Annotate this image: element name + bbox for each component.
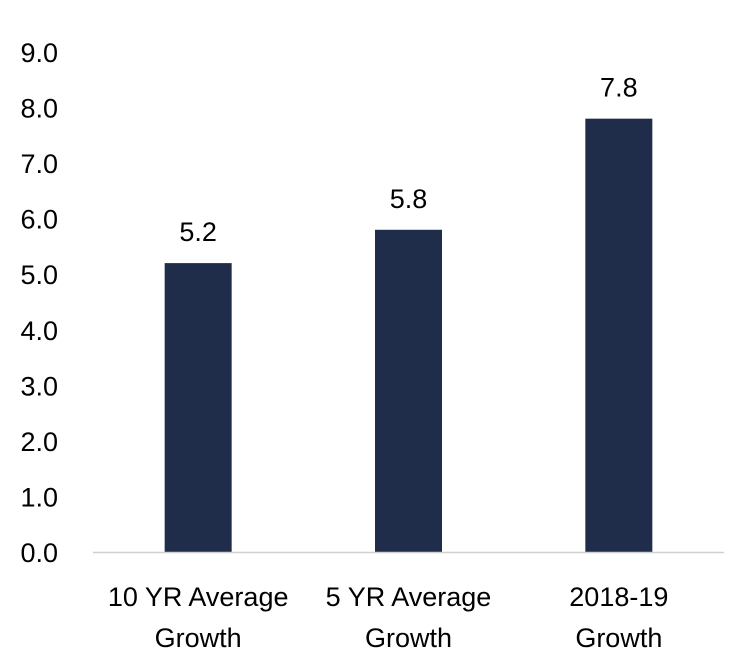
y-tick-label: 7.0 (20, 149, 58, 179)
x-category-label: 10 YR Average Growth (108, 582, 289, 653)
y-tick-label: 1.0 (20, 482, 58, 512)
bar (585, 118, 653, 553)
y-tick-label: 8.0 (20, 94, 58, 124)
x-category-label-line: Growth (155, 623, 242, 653)
bars (164, 118, 653, 553)
x-category-label-line: 2018-19 (569, 582, 668, 612)
y-tick-label: 9.0 (20, 38, 58, 68)
x-category-label-line: Growth (365, 623, 452, 653)
data-label: 5.2 (179, 217, 217, 247)
y-tick-label: 6.0 (20, 205, 58, 235)
x-category-label: 2018-19 Growth (569, 582, 668, 653)
y-tick-label: 4.0 (20, 316, 58, 346)
y-tick-label: 0.0 (20, 538, 58, 568)
bar (375, 229, 442, 552)
bar (164, 263, 232, 552)
data-label: 7.8 (600, 73, 638, 103)
x-category-label-line: 10 YR Average (108, 582, 289, 612)
x-category-label: 5 YR Average Growth (326, 582, 492, 653)
y-tick-label: 5.0 (20, 260, 58, 290)
x-category-label-line: 5 YR Average (326, 582, 492, 612)
data-labels: 5.2 5.8 7.8 (179, 73, 637, 247)
x-category-label-line: Growth (575, 623, 662, 653)
y-tick-label: 2.0 (20, 427, 58, 457)
data-label: 5.8 (390, 184, 428, 214)
y-axis-ticks: 0.0 1.0 2.0 3.0 4.0 5.0 6.0 7.0 8.0 9.0 (20, 38, 58, 568)
y-tick-label: 3.0 (20, 371, 58, 401)
